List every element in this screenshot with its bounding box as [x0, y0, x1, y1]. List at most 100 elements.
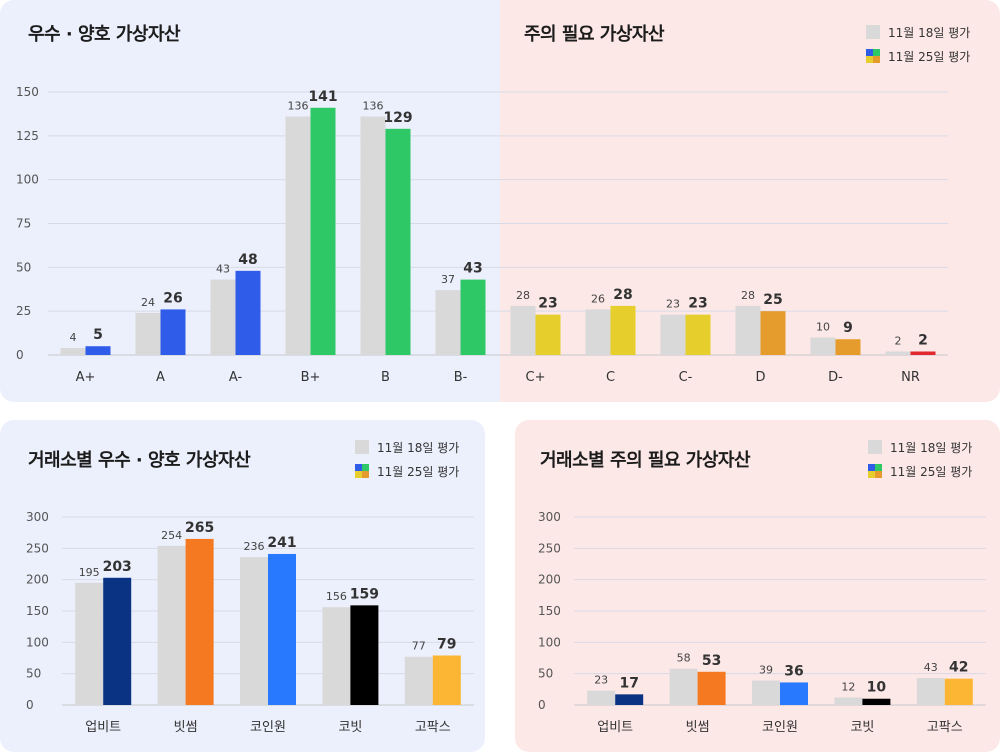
x-tick-label: 업비트 — [597, 720, 633, 735]
bar-curr — [835, 339, 861, 355]
y-tick-label: 100 — [538, 635, 561, 649]
data-label-curr: 28 — [613, 287, 632, 303]
x-tick-label: 코빗 — [850, 720, 874, 735]
bar-curr — [103, 577, 132, 705]
x-tick-label: B- — [454, 370, 468, 385]
legend-item-prev: 11월 18일 평가 — [868, 435, 972, 459]
data-label-prev: 28 — [516, 289, 530, 302]
bar-curr — [610, 305, 636, 355]
data-label-prev: 2 — [895, 334, 902, 347]
bar-prev — [585, 309, 611, 355]
legend-label-prev: 11월 18일 평가 — [890, 440, 973, 455]
bar-prev — [810, 337, 836, 355]
bar-prev — [322, 607, 351, 705]
legend-item-curr: 11월 25일 평가 — [868, 459, 972, 483]
data-label-curr: 26 — [163, 290, 182, 306]
bar-prev — [752, 680, 780, 705]
bar-curr — [910, 351, 936, 355]
x-tick-label: 빗썸 — [686, 720, 710, 735]
bar-prev — [834, 697, 863, 705]
legend-swatch-curr — [868, 464, 882, 478]
data-label-curr: 265 — [185, 520, 214, 536]
bottom-left-legend: 11월 18일 평가 11월 25일 평가 — [355, 435, 459, 483]
exchange-warn-title: 거래소별 주의 필요 가상자산 — [540, 450, 751, 471]
data-label-prev: 136 — [288, 100, 309, 113]
x-tick-label: 고팍스 — [415, 720, 451, 735]
bar-prev — [157, 545, 186, 705]
legend-swatch-curr — [355, 464, 369, 478]
bar-curr — [385, 128, 411, 355]
y-tick-label: 100 — [26, 635, 49, 649]
bar-prev — [435, 290, 461, 355]
bar-prev — [510, 305, 536, 355]
data-label-prev: 23 — [666, 298, 680, 311]
bar-prev — [404, 656, 433, 705]
legend-label-curr: 11월 25일 평가 — [888, 49, 971, 64]
bar-prev — [240, 557, 268, 705]
bar-curr — [185, 538, 214, 705]
data-label-prev: 4 — [70, 331, 77, 344]
legend-label-prev: 11월 18일 평가 — [888, 25, 971, 40]
y-tick-label: 125 — [16, 129, 39, 143]
x-tick-label: A+ — [76, 370, 96, 385]
data-label-curr: 129 — [383, 110, 412, 126]
legend-item-prev: 11월 18일 평가 — [866, 20, 970, 44]
y-tick-label: 0 — [538, 698, 546, 712]
bar-prev — [735, 305, 761, 355]
data-label-curr: 36 — [784, 663, 803, 679]
x-tick-label: 빗썸 — [174, 720, 198, 735]
legend-item-prev: 11월 18일 평가 — [355, 435, 459, 459]
data-label-prev: 39 — [759, 664, 773, 677]
y-tick-label: 250 — [538, 541, 561, 555]
x-tick-label: 코인원 — [250, 720, 286, 735]
warn-assets-title: 주의 필요 가상자산 — [524, 24, 665, 45]
bar-prev — [210, 279, 236, 355]
data-label-curr: 42 — [949, 660, 968, 676]
data-label-prev: 254 — [161, 529, 182, 542]
data-label-curr: 25 — [763, 292, 782, 308]
bar-curr — [697, 671, 726, 705]
legend-swatch-prev — [866, 25, 880, 39]
data-label-prev: 23 — [594, 674, 608, 687]
y-tick-label: 0 — [16, 348, 24, 362]
data-label-curr: 48 — [238, 252, 257, 268]
data-label-prev: 28 — [741, 289, 755, 302]
bar-prev — [587, 690, 616, 705]
bar-prev — [60, 347, 86, 355]
data-label-prev: 26 — [591, 292, 605, 305]
bar-curr — [535, 314, 561, 355]
bar-prev — [285, 116, 311, 356]
y-tick-label: 100 — [16, 173, 39, 187]
bar-prev — [660, 314, 686, 355]
data-label-curr: 10 — [867, 680, 887, 696]
legend-item-curr: 11월 25일 평가 — [866, 44, 970, 68]
y-tick-label: 0 — [26, 698, 34, 712]
bottom-right-legend: 11월 18일 평가 11월 25일 평가 — [868, 435, 972, 483]
data-label-curr: 9 — [843, 320, 853, 336]
data-label-prev: 43 — [924, 661, 938, 674]
data-label-curr: 23 — [688, 296, 707, 312]
x-tick-label: B+ — [301, 370, 321, 385]
y-tick-label: 150 — [26, 604, 49, 618]
x-tick-label: D — [755, 370, 765, 385]
bar-prev — [916, 678, 945, 705]
x-tick-label: 업비트 — [85, 720, 121, 735]
legend-swatch-curr — [866, 49, 880, 63]
legend-item-curr: 11월 25일 평가 — [355, 459, 459, 483]
bar-curr — [432, 655, 461, 705]
bar-prev — [885, 351, 911, 355]
legend-label-curr: 11월 25일 평가 — [890, 464, 973, 479]
data-label-prev: 195 — [79, 566, 100, 579]
x-tick-label: 코빗 — [338, 720, 362, 735]
y-tick-label: 50 — [16, 260, 31, 274]
bar-curr — [310, 107, 336, 355]
data-label-prev: 156 — [326, 590, 347, 603]
legend-swatch-prev — [868, 440, 882, 454]
data-label-curr: 53 — [702, 653, 721, 669]
data-label-prev: 236 — [244, 540, 265, 553]
y-tick-label: 250 — [26, 541, 49, 555]
y-tick-label: 300 — [26, 510, 49, 524]
data-label-curr: 203 — [103, 559, 132, 575]
bar-curr — [760, 311, 786, 355]
bar-curr — [944, 678, 973, 705]
